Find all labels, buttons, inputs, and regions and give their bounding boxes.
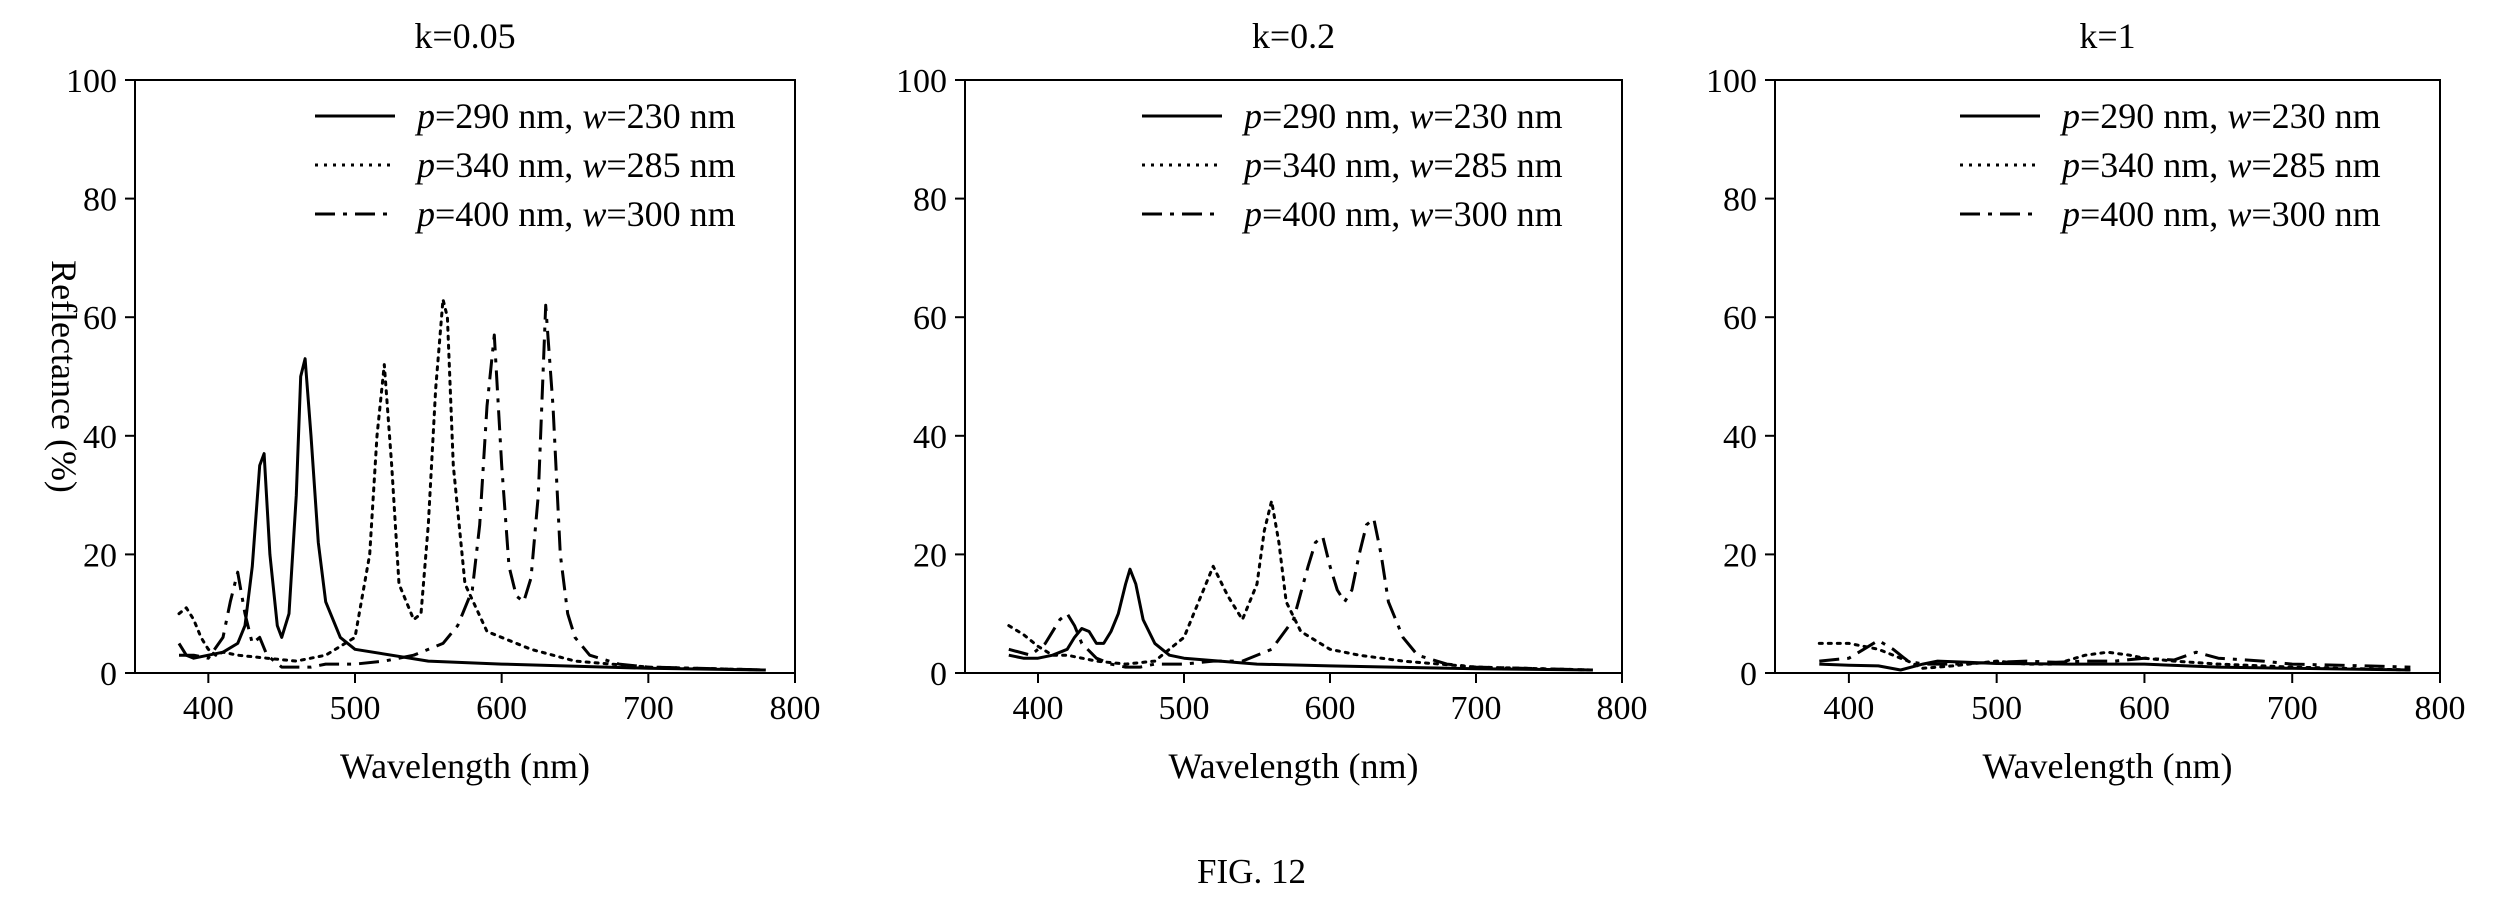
x-tick-label: 500 [330, 690, 381, 727]
x-tick-label: 400 [1013, 690, 1064, 727]
y-tick-label: 60 [913, 300, 947, 337]
y-axis-label: Reflectance (%) [44, 260, 84, 493]
y-tick-label: 0 [930, 656, 947, 693]
y-tick-label: 60 [1723, 300, 1757, 337]
legend-entry: p=400 nm, w=300 nm [2059, 194, 2381, 234]
series-line-dotted [1817, 641, 2412, 672]
chart-panel-2: k=0.2 400 500 600 700 800 0 20 40 60 80 100 Waveleng… [896, 16, 1648, 786]
x-tick-label: 800 [1597, 690, 1648, 727]
legend-entry: p=290 nm, w=230 nm [414, 96, 736, 136]
chart-title: k=1 [2079, 16, 2135, 56]
legend-entry: p=340 nm, w=285 nm [1241, 145, 1563, 185]
series-line-solid [1008, 567, 1593, 672]
x-tick-label: 800 [2415, 690, 2466, 727]
figure-caption: FIG. 12 [1197, 852, 1306, 891]
x-axis-label: Wavelength (nm) [1982, 746, 2232, 786]
series-line-solid [177, 357, 766, 672]
series-line-dotted [1007, 499, 1595, 672]
legend: p=290 nm, w=230 nm p=340 nm, w=285 nm p=40… [1142, 96, 1563, 234]
series-line-dashdot [1008, 517, 1593, 672]
y-tick-label: 20 [1723, 537, 1757, 574]
series-line-solid [1819, 659, 2411, 672]
y-tick-label: 40 [913, 419, 947, 456]
x-tick-label: 500 [1159, 690, 1210, 727]
x-tick-label: 600 [476, 690, 527, 727]
x-tick-label: 700 [623, 690, 674, 727]
legend-entry: p=400 nm, w=300 nm [414, 194, 736, 234]
x-tick-label: 700 [1451, 690, 1502, 727]
x-axis-label: Wavelength (nm) [1168, 746, 1418, 786]
legend-entry: p=400 nm, w=300 nm [1241, 194, 1563, 234]
series-line-dotted [177, 297, 768, 672]
y-tick-label: 100 [896, 63, 947, 100]
y-tick-label: 80 [83, 182, 117, 219]
y-tick-label: 40 [1723, 419, 1757, 456]
chart-title: k=0.2 [1252, 16, 1335, 56]
x-tick-label: 700 [2267, 690, 2318, 727]
x-tick-label: 400 [1823, 690, 1874, 727]
chart-panel-1: k=0.05 400 500 600 700 800 0 20 40 60 80 100 Wavelen… [44, 16, 821, 786]
x-tick-label: 600 [1305, 690, 1356, 727]
y-tick-label: 100 [1706, 63, 1757, 100]
y-tick-label: 80 [913, 182, 947, 219]
plot-frame [964, 79, 1623, 674]
x-tick-label: 500 [1971, 690, 2022, 727]
plot-frame [1774, 79, 2441, 674]
x-tick-label: 600 [2119, 690, 2170, 727]
x-tick-label: 800 [770, 690, 821, 727]
series-line-dashdot [179, 303, 766, 672]
y-tick-label: 0 [1740, 656, 1757, 693]
y-tick-label: 80 [1723, 182, 1757, 219]
plot-frame [134, 79, 796, 674]
legend-entry: p=340 nm, w=285 nm [2059, 145, 2381, 185]
legend-entry: p=290 nm, w=230 nm [2059, 96, 2381, 136]
y-tick-label: 40 [83, 419, 117, 456]
legend-entry: p=340 nm, w=285 nm [414, 145, 736, 185]
chart-title: k=0.05 [414, 16, 515, 56]
chart-panel-3: k=1 400 500 600 700 800 0 20 40 60 80 100 Wavelength… [1706, 16, 2466, 786]
legend: p=290 nm, w=230 nm p=340 nm, w=285 nm p=40… [315, 96, 736, 234]
y-tick-label: 100 [66, 63, 117, 100]
y-tick-label: 0 [100, 656, 117, 693]
legend-entry: p=290 nm, w=230 nm [1241, 96, 1563, 136]
y-tick-label: 20 [913, 537, 947, 574]
legend: p=290 nm, w=230 nm p=340 nm, w=285 nm p=40… [1960, 96, 2381, 234]
x-tick-label: 400 [183, 690, 234, 727]
series-line-dashdot [1819, 638, 2411, 669]
y-tick-label: 60 [83, 300, 117, 337]
y-tick-label: 20 [83, 537, 117, 574]
x-axis-label: Wavelength (nm) [340, 746, 590, 786]
